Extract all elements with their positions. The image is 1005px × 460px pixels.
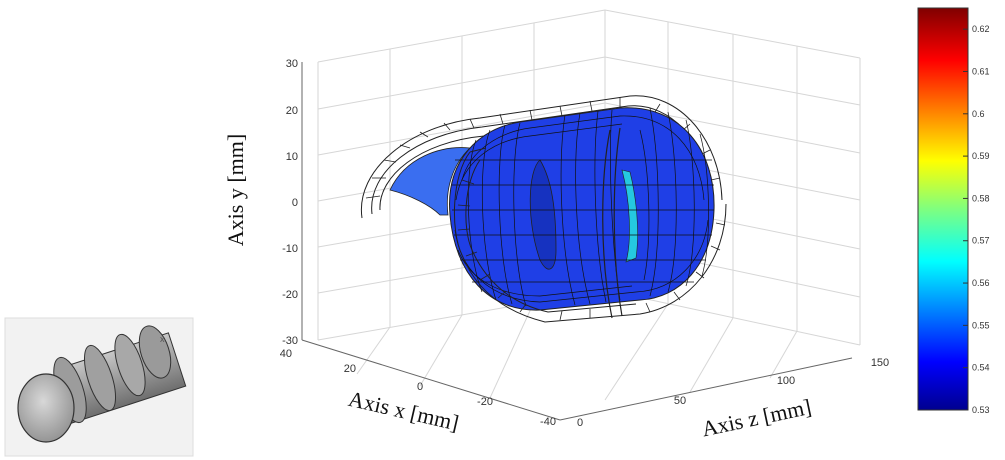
colorbar-tick-label: 0.58 [972, 193, 990, 203]
z-tick-0: 0 [577, 417, 583, 429]
colorbar-tick-label: 0.59 [972, 151, 990, 161]
colorbar-tick-label: 0.53 [972, 405, 990, 415]
z-axis-label: Axis z [mm] [699, 394, 813, 442]
colorbar-tick-label: 0.62 [972, 24, 990, 34]
surface-blue-body [449, 107, 715, 311]
y-ticks: 30 20 10 0 -10 -20 -30 [282, 58, 298, 347]
x-tick-0: 0 [417, 381, 423, 393]
y-tick-minus20: -20 [282, 289, 298, 301]
y-axis-label: Axis y [mm] [223, 134, 248, 246]
y-tick-30: 30 [286, 58, 298, 70]
surface-cyan-band [621, 169, 638, 263]
colorbar-tick-label: 0.55 [972, 320, 990, 330]
surface-blue-inner-sheet [389, 147, 471, 216]
inset-part: x [4, 317, 194, 457]
z-tick-50: 50 [674, 395, 686, 407]
colorbar-tick-label: 0.6 [972, 109, 985, 119]
surface-blue-inner-shade [529, 159, 557, 270]
colorbar-ticks: 0.62 0.61 0.6 0.59 0.58 0.57 0.56 0.55 0.54 0.53 [963, 24, 990, 415]
z-ticks: 0 50 100 150 [577, 357, 889, 429]
y-tick-minus10: -10 [282, 243, 298, 255]
z-tick-150: 150 [871, 357, 889, 369]
colorbar-tick-label: 0.54 [972, 363, 990, 373]
x-ticks: 40 20 0 -20 -40 [280, 348, 556, 428]
colorbar: 0.62 0.61 0.6 0.59 0.58 0.57 0.56 0.55 0.54 0.53 [917, 7, 990, 415]
y-tick-10: 10 [286, 151, 298, 163]
colorbar-gradient [917, 7, 969, 411]
x-tick-minus20: -20 [477, 396, 493, 408]
y-tick-0: 0 [292, 197, 298, 209]
colorbar-tick-label: 0.61 [972, 66, 990, 76]
inset-axis-mark: x [160, 334, 165, 344]
surface-blue [389, 107, 715, 311]
x-axis-label: Axis x [mm] [346, 386, 461, 436]
x-tick-minus40: -40 [540, 416, 556, 428]
x-tick-40: 40 [280, 348, 292, 360]
z-tick-100: 100 [777, 375, 795, 387]
y-tick-minus30: -30 [282, 335, 298, 347]
3d-part-icon [17, 325, 187, 443]
axes-frame [301, 62, 853, 421]
colorbar-tick-label: 0.56 [972, 278, 990, 288]
y-tick-20: 20 [286, 105, 298, 117]
surface-wireframe-front [454, 127, 727, 323]
colorbar-tick-label: 0.57 [972, 236, 990, 246]
x-tick-20: 20 [344, 363, 356, 375]
